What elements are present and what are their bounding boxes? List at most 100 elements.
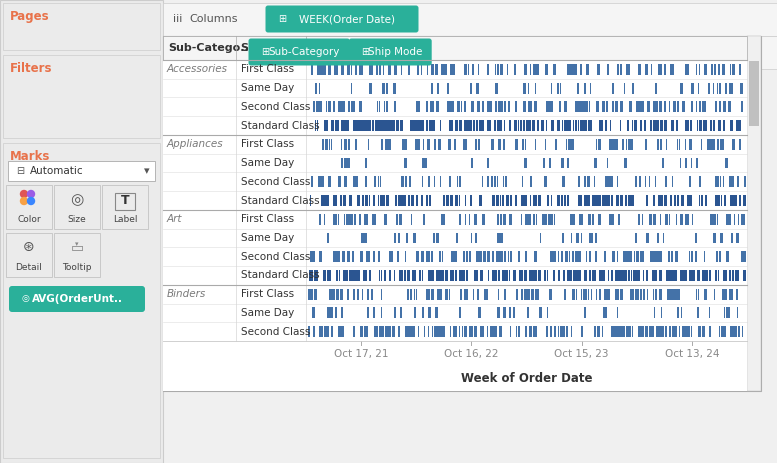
Bar — [339, 101, 340, 112]
Bar — [566, 195, 569, 206]
Bar — [424, 326, 426, 337]
Bar — [330, 307, 333, 319]
Bar — [606, 289, 608, 300]
Bar — [384, 101, 385, 112]
Bar — [326, 195, 329, 206]
Bar — [607, 157, 608, 169]
Bar — [329, 64, 331, 75]
Bar — [367, 307, 368, 319]
Bar — [455, 195, 458, 206]
Bar — [732, 195, 733, 206]
Bar — [317, 120, 318, 131]
Bar — [347, 214, 350, 225]
Bar — [321, 326, 322, 337]
Bar — [586, 251, 587, 262]
Bar — [665, 214, 667, 225]
Bar — [667, 289, 671, 300]
Bar — [636, 101, 638, 112]
Bar — [743, 251, 746, 262]
Bar — [416, 120, 419, 131]
Bar — [533, 195, 535, 206]
Bar — [710, 120, 713, 131]
Bar — [688, 195, 689, 206]
Bar — [441, 326, 442, 337]
Bar — [343, 251, 345, 262]
Bar — [336, 251, 338, 262]
Bar — [349, 270, 351, 281]
Bar — [589, 232, 591, 244]
Bar — [315, 83, 317, 94]
Bar — [592, 214, 594, 225]
Bar — [515, 101, 516, 112]
Bar — [632, 195, 634, 206]
Bar — [453, 270, 455, 281]
Bar — [326, 139, 328, 150]
Bar — [710, 326, 712, 337]
Bar — [326, 120, 328, 131]
Text: ⊛: ⊛ — [23, 240, 35, 254]
Text: Second Class: Second Class — [241, 102, 310, 112]
Bar — [618, 195, 619, 206]
Bar — [434, 64, 436, 75]
Bar — [399, 120, 402, 131]
Bar — [163, 36, 747, 60]
Bar — [596, 289, 597, 300]
Bar — [617, 289, 618, 300]
Bar — [466, 251, 469, 262]
Bar — [308, 326, 310, 337]
Bar — [428, 326, 429, 337]
Bar — [715, 195, 716, 206]
Bar — [449, 101, 452, 112]
Bar — [688, 195, 689, 206]
Bar — [497, 214, 499, 225]
Bar — [584, 83, 586, 94]
Bar — [3, 3, 160, 50]
Bar — [622, 270, 625, 281]
Bar — [476, 139, 477, 150]
Text: AVG(OrderUnt..: AVG(OrderUnt.. — [32, 294, 123, 304]
Bar — [350, 270, 352, 281]
Bar — [634, 120, 636, 131]
Bar — [620, 101, 623, 112]
Bar — [665, 176, 667, 187]
Bar — [323, 64, 326, 75]
Bar — [657, 326, 660, 337]
Bar — [664, 64, 666, 75]
Bar — [597, 101, 599, 112]
Bar — [384, 214, 385, 225]
Bar — [687, 195, 688, 206]
Bar — [494, 195, 495, 206]
Bar — [688, 176, 691, 187]
Bar — [529, 101, 531, 112]
Bar — [587, 64, 589, 75]
Bar — [524, 64, 525, 75]
Bar — [595, 195, 597, 206]
Bar — [671, 270, 672, 281]
Bar — [676, 120, 678, 131]
Bar — [499, 120, 500, 131]
Bar — [441, 270, 443, 281]
Bar — [705, 64, 707, 75]
Bar — [430, 101, 432, 112]
Bar — [459, 270, 461, 281]
Bar — [427, 176, 429, 187]
Bar — [709, 270, 712, 281]
Bar — [488, 270, 489, 281]
Bar — [649, 326, 651, 337]
Bar — [404, 195, 406, 206]
Bar — [711, 214, 713, 225]
Bar — [731, 120, 733, 131]
Bar — [326, 270, 328, 281]
Bar — [589, 270, 591, 281]
Bar — [524, 139, 526, 150]
Bar — [533, 195, 535, 206]
Bar — [388, 251, 392, 262]
Bar — [406, 232, 408, 244]
Bar — [387, 139, 388, 150]
Bar — [424, 157, 427, 169]
Bar — [465, 195, 466, 206]
Bar — [506, 195, 507, 206]
Bar — [324, 214, 325, 225]
Bar — [692, 101, 693, 112]
Bar — [599, 195, 601, 206]
